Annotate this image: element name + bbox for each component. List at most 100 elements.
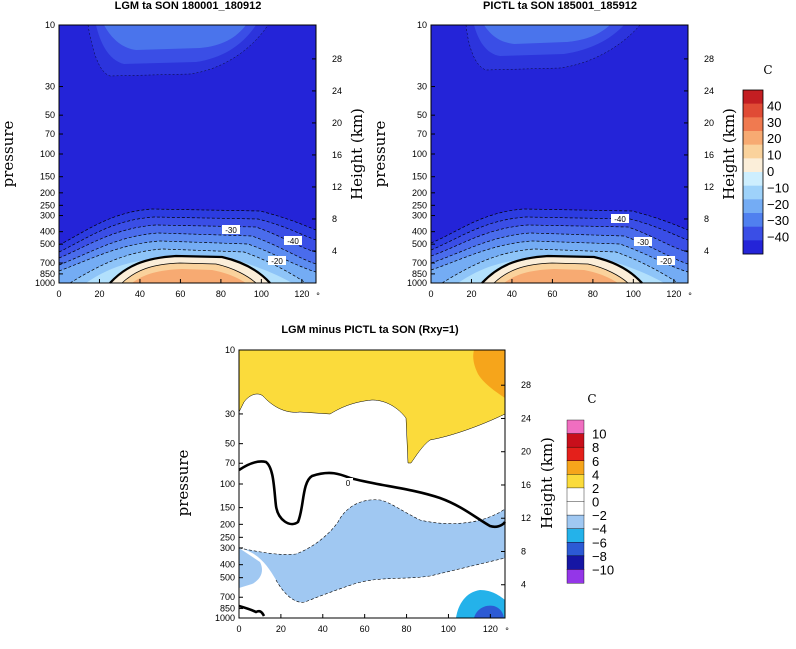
pressure-tick-label: 850 (40, 269, 55, 279)
panel-pictl-contour-label: -20 (660, 257, 672, 266)
x-tick-label: 60 (175, 289, 185, 299)
panel-pictl-title: PICTL ta SON 185001_185912 (483, 0, 637, 12)
colorbar-swatch (743, 172, 763, 186)
colorbar-swatch (566, 528, 585, 543)
difference-colorbar-units: C (587, 392, 596, 406)
pressure-tick-label: 1000 (407, 278, 427, 288)
height-tick-label: 12 (521, 513, 531, 523)
colorbar-swatch (743, 185, 763, 200)
colorbar-tick-label: 30 (767, 115, 781, 130)
panel-pictl-contour-label: -40 (614, 215, 626, 224)
colorbar-swatch (743, 240, 763, 255)
colorbar-swatch (743, 213, 763, 227)
pressure-tick-label: 1000 (35, 278, 55, 288)
panel-lgm-title: LGM ta SON 180001_180912 (115, 0, 262, 12)
panel-diff-ylabel: pressure (174, 450, 192, 517)
panel-diff-contour-line (275, 557, 506, 603)
colorbar-swatch (566, 460, 585, 475)
x-tick-label: 120 (483, 624, 498, 634)
x-tick-label: 40 (318, 624, 328, 634)
colorbar-swatch (743, 90, 763, 104)
colorbar-tick-label: 0 (767, 164, 774, 179)
height-tick-label: 24 (704, 86, 714, 96)
colorbar-swatch (743, 199, 763, 214)
height-tick-label: 16 (521, 480, 531, 490)
height-tick-label: 16 (704, 150, 714, 160)
height-tick-label: 8 (521, 546, 526, 556)
colorbar-tick-label: −40 (767, 230, 789, 245)
pressure-tick-label: 400 (40, 227, 55, 237)
panel-diff-title: LGM minus PICTL ta SON (Rxy=1) (281, 324, 459, 336)
panel-pictl-y2label: Height (km) (720, 108, 738, 200)
pressure-tick-label: 50 (417, 110, 427, 120)
panel-lgm-contour-line (58, 216, 317, 253)
pressure-tick-label: 300 (220, 543, 235, 553)
pressure-tick-label: 200 (40, 188, 55, 198)
colorbar-swatch (743, 226, 763, 241)
x-axis-marker: ° (688, 291, 692, 301)
pressure-tick-label: 70 (225, 458, 235, 468)
height-tick-label: 4 (704, 246, 709, 256)
panel-lgm-contour-line (58, 208, 317, 246)
pressure-tick-label: 10 (417, 20, 427, 30)
colorbar-swatch (566, 433, 585, 448)
colorbar-tick-label: −4 (592, 522, 607, 537)
panel-lgm-label-box (284, 236, 302, 245)
pressure-tick-label: 250 (220, 532, 235, 542)
height-tick-label: 28 (704, 54, 714, 64)
colorbar-frame (742, 89, 764, 255)
panel-pictl-contour-line (430, 216, 689, 251)
pressure-tick-label: 30 (45, 82, 55, 92)
colorbar-swatch (743, 117, 763, 132)
pressure-tick-label: 400 (220, 560, 235, 570)
height-tick-label: 16 (332, 150, 342, 160)
panel-pictl-zero-contour (481, 254, 643, 284)
pressure-tick-label: 500 (220, 573, 235, 583)
panel-pictl-contour-line (441, 248, 679, 284)
colorbar-swatch (743, 103, 763, 118)
pressure-tick-label: 250 (40, 200, 55, 210)
pressure-tick-label: 300 (412, 211, 427, 221)
x-tick-label: 0 (56, 289, 61, 299)
colorbar-swatch (566, 419, 585, 435)
colorbar-swatch (566, 487, 585, 502)
height-tick-label: 12 (332, 182, 342, 192)
pressure-tick-label: 500 (412, 239, 427, 249)
panel-diff-plot: 0 (238, 349, 507, 619)
pressure-tick-label: 100 (220, 479, 235, 489)
x-axis-marker: ° (316, 291, 320, 301)
panel-diff-positive-region (239, 350, 505, 463)
panel-pictl-plot: -40 -30 -20 (430, 24, 689, 284)
colorbar-swatch (743, 144, 763, 159)
panel-pictl-contour-line (430, 224, 689, 257)
panel-diff-contour-line (238, 499, 506, 555)
height-tick-label: 28 (332, 54, 342, 64)
pressure-tick-label: 100 (412, 149, 427, 159)
pressure-tick-label: 1000 (215, 613, 235, 623)
panel-diff-zero-contour (238, 460, 507, 529)
x-tick-label: 120 (666, 289, 681, 299)
x-tick-label: 0 (236, 624, 241, 634)
colorbar-tick-label: 4 (592, 467, 599, 482)
pressure-tick-label: 50 (45, 110, 55, 120)
panel-lgm: LGM ta SON 180001_180912 (0, 0, 366, 301)
panel-pictl-label-box (611, 214, 629, 223)
pressure-tick-label: 700 (40, 258, 55, 268)
colorbar-tick-label: 8 (592, 440, 599, 455)
colorbar-swatch (566, 555, 585, 570)
panel-lgm-label-box (222, 225, 240, 234)
pressure-tick-label: 200 (220, 519, 235, 529)
temperature-colorbar-units: C (763, 63, 772, 77)
pressure-tick-label: 300 (40, 211, 55, 221)
colorbar-swatch (566, 542, 585, 557)
x-tick-label: 20 (276, 624, 286, 634)
x-tick-label: 20 (94, 289, 104, 299)
panel-pictl-strat-band-3 (484, 25, 610, 44)
colorbar-tick-label: 10 (592, 427, 606, 442)
panel-lgm-contour-line (69, 248, 307, 284)
colorbar-swatch (566, 514, 585, 530)
